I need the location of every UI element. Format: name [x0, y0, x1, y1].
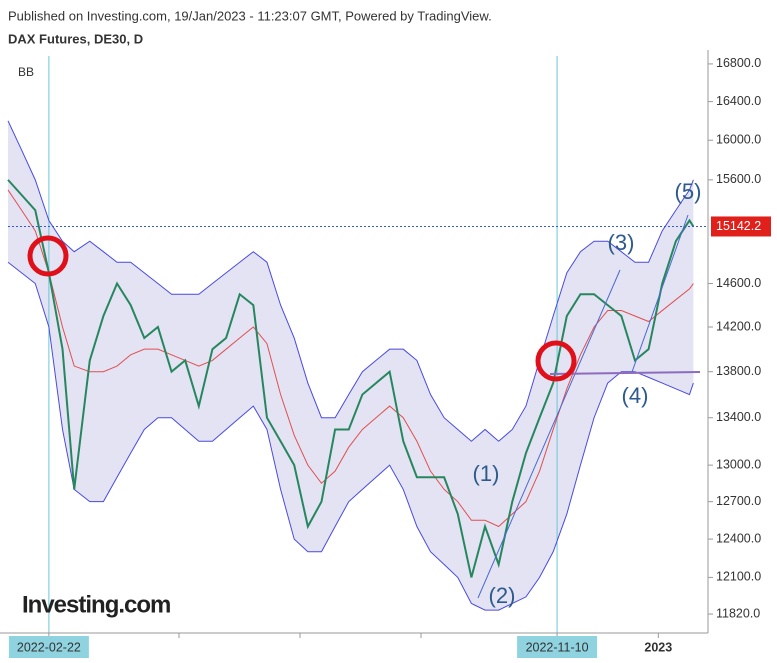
band-fill [8, 120, 694, 611]
highlight-circle [535, 340, 577, 382]
y-tick-label: 11820.0 [716, 606, 760, 620]
trend-line [631, 214, 689, 373]
support-line [549, 371, 701, 375]
y-tick-label: 16000.0 [716, 133, 761, 147]
series-line [7, 189, 694, 528]
y-tick-label: 12400.0 [716, 531, 761, 545]
x-tick-label: 2023 [644, 640, 672, 654]
wave-label: (3) [608, 230, 635, 255]
series-line [7, 179, 695, 578]
date-label-box [8, 636, 89, 658]
trend-line [477, 269, 621, 599]
y-tick-label: 16800.0 [716, 56, 761, 70]
y-tick-label: 12700.0 [716, 494, 761, 508]
indicator-label: BB [18, 65, 34, 79]
series-line [7, 261, 694, 611]
wave-label: (2) [489, 583, 516, 608]
instrument-title: DAX Futures, DE30, D [8, 31, 143, 46]
y-tick-label: 15600.0 [716, 172, 761, 186]
wave-label: (4) [622, 383, 649, 408]
x-tick-label: 2022-11-10 [526, 640, 589, 654]
date-label-box [517, 636, 598, 658]
logo: Investing.com [22, 591, 170, 618]
last-price-box [711, 216, 771, 237]
y-tick-label: 12100.0 [716, 570, 761, 584]
y-tick-label: 14200.0 [716, 319, 761, 333]
series-line [7, 120, 694, 442]
y-tick-label: 16400.0 [716, 94, 761, 108]
wave-label: (5) [675, 179, 702, 204]
y-tick-label: 13000.0 [716, 457, 761, 471]
last-price-label: 15142.2 [716, 219, 761, 233]
x-tick-label: 2022-02-22 [17, 640, 81, 654]
y-tick-label: 14600.0 [716, 276, 761, 290]
y-tick-label: 13800.0 [716, 364, 761, 378]
published-note: Published on Investing.com, 19/Jan/2023 … [8, 8, 492, 23]
wave-label: (1) [473, 461, 500, 486]
y-tick-label: 13400.0 [716, 410, 761, 424]
highlight-circle [27, 235, 69, 277]
